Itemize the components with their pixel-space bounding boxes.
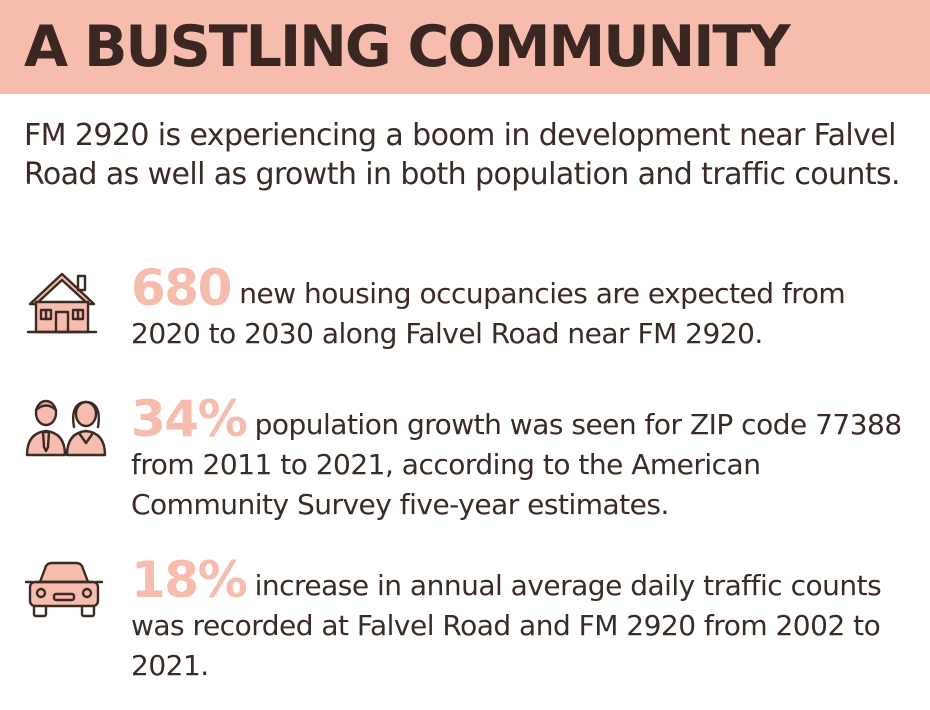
intro-paragraph: FM 2920 is experiencing a boom in develo…: [24, 118, 901, 192]
stat-traffic-description: increase in annual average daily traffic…: [131, 569, 882, 682]
stat-housing-description: new housing occupancies are expected fro…: [131, 277, 846, 350]
stat-population-description: population growth was seen for ZIP code …: [131, 408, 902, 521]
stat-population-text: 34% population growth was seen for ZIP c…: [131, 394, 921, 525]
page-title: A BUSTLING COMMUNITY: [24, 14, 791, 80]
title-banner: A BUSTLING COMMUNITY: [0, 0, 930, 94]
stat-traffic-text: 18% increase in annual average daily tra…: [131, 555, 921, 686]
people-icon: [24, 397, 108, 463]
stat-housing-text: 680 new housing occupancies are expected…: [131, 263, 921, 354]
car-icon: [24, 560, 104, 624]
stat-population-number: 34%: [131, 390, 248, 448]
house-icon: [24, 268, 100, 342]
stat-traffic-number: 18%: [131, 551, 248, 609]
stat-housing-number: 680: [131, 259, 232, 317]
